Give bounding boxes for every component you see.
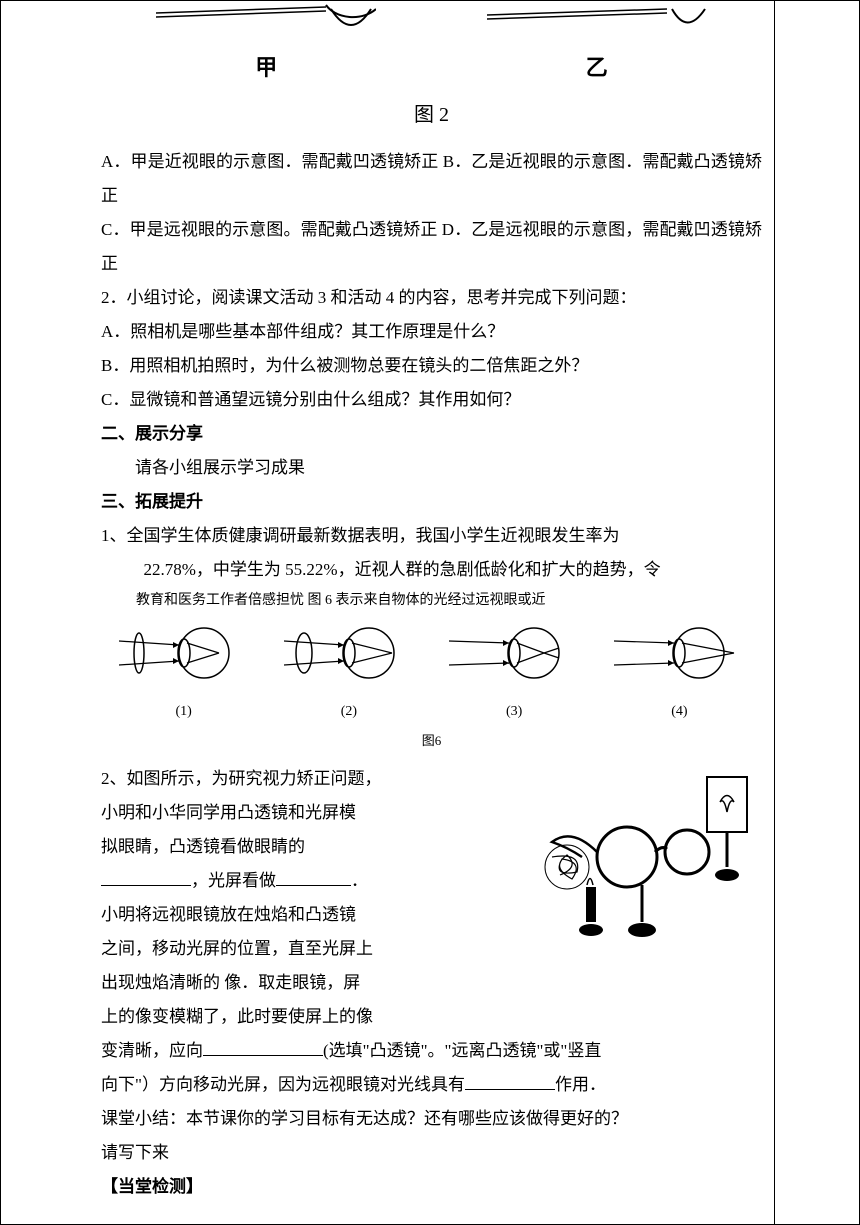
blank-1[interactable] [101,869,191,886]
eye-diagram-3: (3) [449,623,579,726]
eye-diagram-1: (1) [119,623,249,726]
blank-4[interactable] [465,1073,555,1090]
eye-yi: 乙 [487,1,707,90]
section2-title: 二、展示分享 [101,417,762,451]
footer-section: 【当堂检测】 [101,1170,762,1204]
content-area: 甲 乙 图 2 A．甲是近视眼的示意图．需配戴凹透镜矫正 B．乙是近视眼的示意图… [1,1,775,1224]
s3-p2-l12: 请写下来 [101,1136,762,1170]
figure2-caption: 图 2 [101,95,762,135]
l4-end: ． [351,871,368,890]
l10a: 向下"）方向移动光屏，因为远视眼镜对光线具有 [101,1075,465,1094]
eye-1-label: (1) [119,698,249,726]
q1-optA: A．甲是近视眼的示意图．需配戴凹透镜矫正 B．乙是近视眼的示意图．需配戴凸透镜矫… [101,145,762,213]
q2-C: C．显微镜和普通望远镜分别由什么组成？其作用如何？ [101,383,762,417]
eye-yi-label: 乙 [487,46,707,90]
q2-B: B．用照相机拍照时，为什么被测物总要在镜头的二倍焦距之外？ [101,349,762,383]
eye-3-label: (3) [449,698,579,726]
q2-A: A．照相机是哪些基本部件组成？其工作原理是什么？ [101,315,762,349]
eye-4-label: (4) [614,698,744,726]
l9a: 变清晰，应向 [101,1041,203,1060]
figure2-row: 甲 乙 [101,1,762,90]
eye-2-label: (2) [284,698,414,726]
page-wrapper: 甲 乙 图 2 A．甲是近视眼的示意图．需配戴凹透镜矫正 B．乙是近视眼的示意图… [0,0,860,1225]
s3-p1-l3: 教育和医务工作者倍感担忧 图 6 表示来自物体的光经过远视眼或近 [101,587,762,615]
s3-p1-l1: 1、全国学生体质健康调研最新数据表明，我国小学生近视眼发生率为 [101,519,762,553]
section2-body: 请各小组展示学习成果 [101,451,762,485]
q1-optC: C．甲是远视眼的示意图。需配戴凸透镜矫正 D．乙是远视眼的示意图，需配戴凹透镜矫… [101,213,762,281]
l10b: 作用． [555,1075,606,1094]
s3-p2-l8: 上的像变模糊了，此时要使屏上的像 [101,1000,762,1034]
figure6-caption: 图6 [101,728,762,754]
eye-jia: 甲 [156,1,376,90]
s3-p1-l2: 22.78%，中学生为 55.22%，近视人群的急剧低龄化和扩大的趋势，令 [101,553,762,587]
s3-p2-l11: 课堂小结：本节课你的学习目标有无达成？还有哪些应该做得更好的？ [101,1102,762,1136]
eye-jia-label: 甲 [156,46,376,90]
q2-container: 2、如图所示，为研究视力矫正问题， 小明和小华同学用凸透镜和光屏模 拟眼睛，凸透… [101,762,762,1034]
blank-2[interactable] [276,869,351,886]
eye-diagram-4: (4) [614,623,744,726]
l4-mid: ，光屏看做 [191,871,276,890]
l9b: (选填"凸透镜"。"远离凸透镜"或"竖直 [323,1041,601,1060]
s3-p2-l9: 变清晰，应向 (选填"凸透镜"。"远离凸透镜"或"竖直 [101,1034,762,1068]
q2-intro: 2．小组讨论，阅读课文活动 3 和活动 4 的内容，思考并完成下列问题： [101,281,762,315]
figure6-row: (1) (2) [101,623,762,726]
s3-p2-l10: 向下"）方向移动光屏，因为远视眼镜对光线具有 作用． [101,1068,762,1102]
blank-3[interactable] [203,1039,323,1056]
s3-p2-l7: 出现烛焰清晰的 像．取走眼镜，屏 [101,966,762,1000]
section3-title: 三、拓展提升 [101,485,762,519]
glasses-experiment-image [512,767,762,969]
eye-diagram-2: (2) [284,623,414,726]
